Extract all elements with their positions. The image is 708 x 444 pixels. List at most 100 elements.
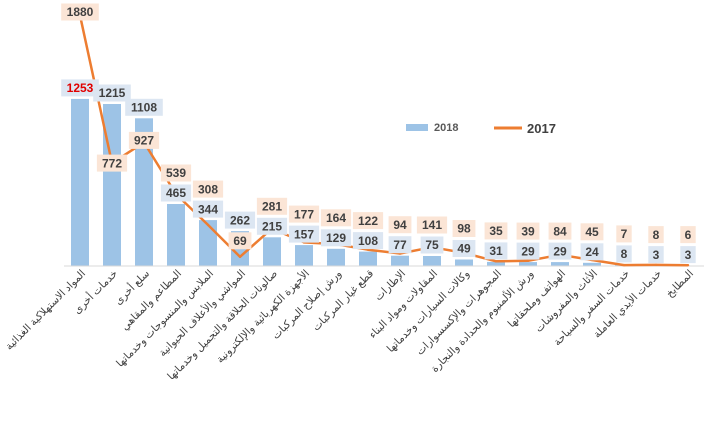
line-value-label-box (96, 154, 128, 172)
line-value-label-box (484, 222, 508, 240)
line-value-label: 7 (616, 225, 632, 243)
line-value-label-box (288, 205, 320, 223)
bar-value-label: 157 (288, 225, 320, 243)
line-value-label: 281 (256, 197, 288, 215)
line-point-2017 (622, 263, 626, 267)
bar-value-label-box (192, 200, 224, 218)
bar-value-label: 8 (616, 245, 632, 263)
bar-value-label: 344 (192, 200, 224, 218)
line-value-label: 1880 (61, 3, 99, 21)
bar-value-label-text: 3 (685, 248, 692, 262)
bar-2018 (423, 256, 441, 266)
bar-2018 (71, 98, 89, 267)
line-value-label: 8 (648, 226, 664, 244)
line-value-label-text: 539 (166, 166, 186, 180)
bar-value-label-box (160, 184, 192, 202)
bar-2018 (519, 262, 537, 266)
bar-2018 (391, 255, 409, 266)
bar-value-label-box (388, 236, 412, 254)
bar-value-label-text: 8 (621, 247, 628, 261)
bar-value-label-box (61, 79, 99, 97)
bar-value-label-box (320, 229, 352, 247)
line-point-2017 (206, 223, 210, 227)
line-value-label-box (352, 212, 384, 230)
line-value-label-box (320, 209, 352, 227)
line-value-label-text: 164 (326, 211, 346, 225)
line-value-label-text: 6 (685, 228, 692, 242)
bar-value-label-text: 344 (198, 202, 218, 216)
bar-value-label-text: 262 (230, 213, 250, 227)
bar-value-label-text: 49 (457, 242, 471, 256)
bar-value-label: 3 (680, 246, 696, 264)
line-value-label-text: 8 (653, 228, 660, 242)
line-value-label: 39 (516, 222, 540, 240)
bar-2018 (455, 259, 473, 266)
bar-2018 (167, 204, 185, 266)
line-point-2017 (494, 260, 498, 263)
line-value-label-text: 35 (489, 224, 503, 238)
line-value-label: 84 (548, 222, 572, 240)
bar-value-label: 215 (256, 217, 288, 235)
line-point-2017 (238, 255, 242, 258)
bar-value-label-text: 108 (358, 234, 378, 248)
bar-value-label-box (420, 236, 444, 254)
line-value-label: 98 (452, 220, 476, 237)
bar-value-label-box (680, 246, 696, 264)
bar-value-label-box (484, 242, 508, 260)
bar-value-label-box (224, 211, 256, 229)
line-value-label-box (680, 226, 696, 244)
bar-value-label: 1253 (61, 79, 99, 97)
bar-2018 (295, 245, 313, 266)
line-value-label-text: 927 (134, 134, 154, 148)
line-value-label: 69 (228, 232, 252, 250)
bar-value-label-text: 29 (553, 244, 567, 258)
bar-value-label-box (516, 242, 540, 260)
bar-value-label-box (452, 240, 476, 257)
line-value-label: 35 (484, 222, 508, 240)
line-value-label-box (256, 197, 288, 215)
line-value-label: 772 (96, 154, 128, 172)
bar-2018 (359, 251, 377, 266)
line-value-label: 177 (288, 205, 320, 223)
bar-value-label: 465 (160, 184, 192, 202)
line-value-label: 539 (160, 164, 192, 182)
line-value-label-box (160, 164, 192, 182)
legend-label-2018: 2018 (434, 122, 458, 134)
bar-2018 (199, 220, 217, 266)
bar-value-label-text: 465 (166, 186, 186, 200)
bar-value-label-text: 24 (585, 245, 599, 259)
line-value-label: 927 (128, 131, 160, 149)
line-value-label-text: 122 (358, 214, 378, 228)
bar-value-label: 24 (580, 243, 604, 261)
bar-2018 (551, 262, 569, 266)
line-value-label-text: 94 (393, 218, 407, 232)
line-value-label-box (616, 225, 632, 243)
bar-value-label: 129 (320, 229, 352, 247)
line-value-label-box (388, 216, 412, 234)
bar-2018 (487, 261, 505, 266)
line-value-label-box (648, 226, 664, 244)
bar-value-label-box (93, 84, 131, 102)
bar-value-label-box (548, 242, 572, 260)
line-value-label: 6 (680, 226, 696, 244)
bar-value-label-box (352, 232, 384, 250)
line-value-label: 45 (580, 223, 604, 241)
line-value-label-box (61, 3, 99, 21)
bar-2018 (135, 118, 153, 266)
bar-2018 (583, 262, 601, 266)
bars-layer (71, 98, 697, 267)
bar-value-label-text: 31 (489, 244, 503, 258)
line-value-label-box (416, 216, 448, 234)
line-value-label: 94 (388, 216, 412, 234)
line-point-2017 (654, 263, 658, 267)
legend-label-2017: 2017 (527, 121, 556, 136)
legend-item-2017: 2017 (494, 121, 556, 136)
line-value-label-text: 69 (233, 234, 247, 248)
bar-value-label-box (616, 245, 632, 263)
line-value-label-text: 7 (621, 227, 628, 241)
bar-value-label-text: 157 (294, 227, 314, 241)
bar-value-label-text: 1108 (131, 101, 157, 115)
bar-value-label: 1108 (125, 98, 163, 116)
bar-2018 (327, 248, 345, 266)
